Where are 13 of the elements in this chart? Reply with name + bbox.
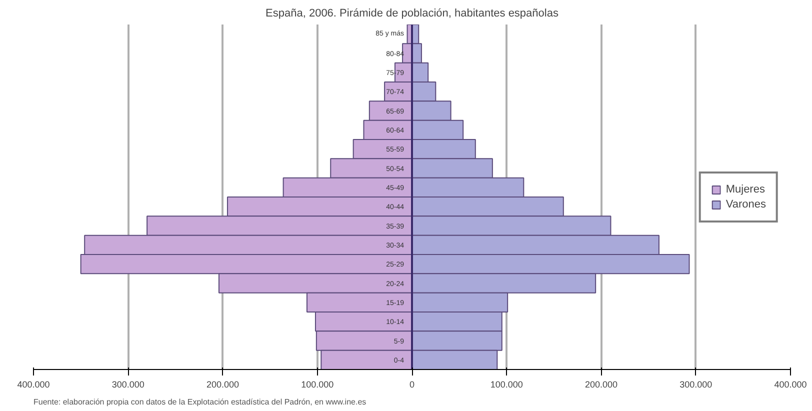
x-tick-label: 100.000	[490, 380, 523, 390]
source-note: Fuente: elaboración propia con datos de la Explotación estadística del Padrón, en www.ine.es	[34, 398, 366, 406]
x-tick-label: 300.000	[112, 380, 144, 390]
legend-label: Varones	[726, 198, 766, 210]
x-tick-label: 100.000	[301, 380, 334, 390]
x-tick-label: 200.000	[584, 380, 618, 390]
x-tick-label: 300.000	[680, 380, 712, 390]
x-tick-label: 200.000	[206, 380, 240, 390]
x-tick-label: 0	[409, 380, 415, 390]
legend-label: Mujeres	[726, 183, 765, 195]
x-tick-label: 400.000	[17, 380, 50, 390]
x-tick-label: 400.000	[774, 380, 807, 390]
chart-title: España, 2006. Pirámide de población, habitantes españolas	[266, 8, 559, 20]
